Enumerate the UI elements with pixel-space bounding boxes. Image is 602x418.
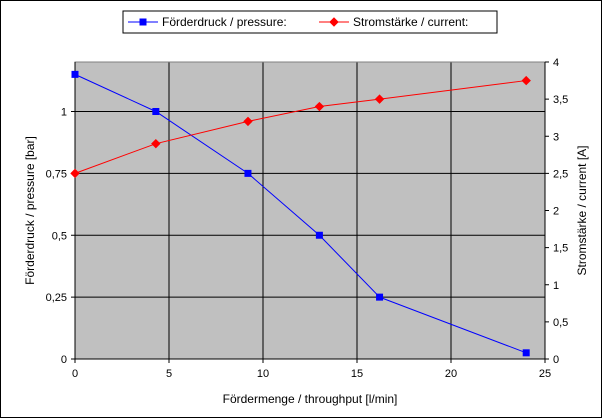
pressure-point <box>376 293 384 301</box>
x-tick-label: 0 <box>72 368 78 380</box>
y-tick-label: 0 <box>61 354 67 366</box>
pressure-series-line <box>74 73 527 354</box>
current-point <box>70 168 80 179</box>
x-tick-label: 10 <box>257 368 269 380</box>
current-series-line <box>74 80 527 174</box>
y-tick-label: 0,5 <box>52 230 67 242</box>
current-point <box>151 138 161 149</box>
y-tick-label: 0,25 <box>46 292 67 304</box>
y2-tick-label: 3 <box>553 131 559 143</box>
pressure-point <box>152 108 160 115</box>
y2-tick-label: 2 <box>553 206 559 218</box>
legend-label: Stromstärke / current: <box>353 15 468 29</box>
x-tick-label: 20 <box>445 368 457 380</box>
current-point <box>243 116 253 127</box>
pressure-point <box>315 231 323 239</box>
legend-box <box>122 10 498 34</box>
y2-tick-label: 1 <box>553 280 559 292</box>
y2-tick-label: 4 <box>553 57 559 69</box>
y2-tick-label: 0,5 <box>553 317 568 329</box>
x-tick-label: 5 <box>166 368 172 380</box>
pressure-point <box>244 169 252 177</box>
x-tick-label: 15 <box>351 368 363 380</box>
pressure-point <box>71 70 79 78</box>
y2-axis-title: Stromstärke / current [A] <box>575 145 589 275</box>
y2-tick-label: 2,5 <box>553 168 568 180</box>
y2-tick-label: 3,5 <box>553 94 568 106</box>
pressure-point <box>522 349 530 357</box>
x-axis-title: Fördermenge / throughput [l/min] <box>223 392 398 406</box>
y-tick-label: 0,75 <box>46 168 67 180</box>
y2-tick-label: 0 <box>553 354 559 366</box>
legend-swatch-marker <box>139 18 147 26</box>
y-axis-title: Förderdruck / pressure [bar] <box>23 136 37 285</box>
legend-swatch-marker <box>329 17 339 27</box>
y2-tick-label: 1,5 <box>553 243 568 255</box>
current-point <box>521 75 531 86</box>
legend-label: Förderdruck / pressure: <box>162 15 287 29</box>
y-tick-label: 1 <box>61 107 67 119</box>
current-point <box>374 94 385 104</box>
x-tick-label: 25 <box>539 368 551 380</box>
current-point <box>314 101 325 112</box>
